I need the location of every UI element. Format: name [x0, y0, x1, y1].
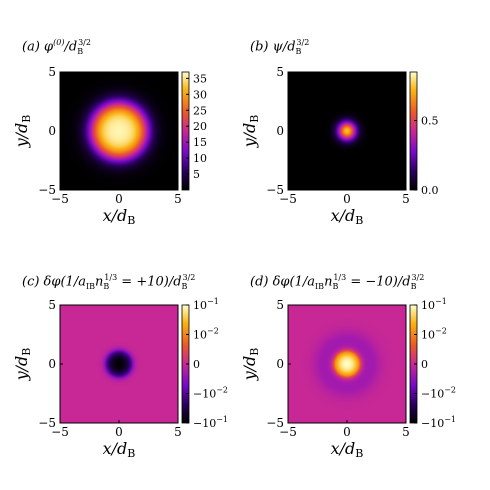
y-tick-label: 5 [48, 298, 56, 312]
colorbar-tick-label: 25 [193, 104, 207, 117]
colorbar-tick-label: 15 [193, 136, 207, 149]
x-tick-label: −5 [279, 425, 297, 439]
colorbar-b [410, 72, 417, 190]
colorbar-tick-label: 35 [193, 72, 207, 85]
colorbar-ticks: 35 30 25 20 15 10 5 [186, 72, 207, 181]
colorbar-tick-label: −10−2 [421, 386, 456, 401]
colorbar-tick-label: 0.0 [421, 184, 439, 197]
y-tick-label: 5 [276, 65, 284, 79]
colorbar-tick-label: 10−2 [421, 327, 447, 342]
colorbar-tick-label: 30 [193, 88, 207, 101]
x-axis-label: x/dB [331, 439, 364, 460]
colorbar-c [182, 305, 189, 423]
colorbar-tick-label: 0 [193, 358, 200, 371]
panel-c: (c) δφ(1/aIBnB1/3 = +10)/dB3/2 −5 0 5 5 0 −5 … [0, 233, 245, 478]
heatmap-d-image [288, 305, 406, 423]
panel-b: (b) ψ/dB3/2 −5 0 5 5 0 −5 0.5 0.0 x/dB y/dB [228, 0, 473, 245]
y-axis-label: y/dB [240, 115, 261, 149]
panel-a: (a) φ(0)/dB3/2 −5 0 5 5 0 −5 35 30 25 20 15 10 5 x/… [0, 0, 245, 245]
y-tick-label: 0 [276, 357, 284, 371]
y-tick-label: 0 [48, 357, 56, 371]
x-tick-label: −5 [51, 192, 69, 206]
x-tick-label: 5 [174, 192, 182, 206]
colorbar-a [182, 72, 189, 190]
x-tick-label: 5 [174, 425, 182, 439]
panel-title: (b) ψ/dB3/2 [250, 38, 310, 56]
y-tick-label: 0 [276, 124, 284, 138]
colorbar-tick-label: 0.5 [421, 115, 439, 128]
axis-ticks: −5 0 5 5 0 −5 [38, 298, 182, 439]
x-tick-label: 0 [115, 425, 123, 439]
x-tick-label: 5 [402, 192, 410, 206]
heatmap-d: −5 0 5 5 0 −5 10−1 10−2 0 −10−2 −10−1 x/dB y/dB [240, 297, 456, 460]
panel-title: (d) δφ(1/aIBnB1/3 = −10)/dB3/2 [250, 273, 425, 291]
colorbar-d [410, 305, 417, 423]
colorbar-tick-label: 10 [193, 152, 207, 165]
y-tick-label: −5 [266, 183, 284, 197]
x-tick-label: 0 [115, 192, 123, 206]
x-tick-label: −5 [279, 192, 297, 206]
heatmap-b: −5 0 5 5 0 −5 0.5 0.0 x/dB y/dB [240, 65, 439, 227]
colorbar-tick-label: −10−1 [421, 415, 456, 430]
colorbar-tick-label: −10−1 [193, 415, 228, 430]
colorbar-tick-label: 5 [193, 168, 200, 181]
x-axis-label: x/dB [103, 206, 136, 227]
colorbar-tick-label: 10−1 [193, 297, 219, 312]
y-axis-label: y/dB [12, 348, 33, 382]
colorbar-ticks: 0.5 0.0 [414, 115, 439, 197]
axis-ticks: −5 0 5 5 0 −5 [266, 65, 410, 206]
y-tick-label: 0 [48, 124, 56, 138]
y-tick-label: 5 [276, 298, 284, 312]
y-axis-label: y/dB [240, 348, 261, 382]
heatmap-b-image [288, 72, 406, 190]
panel-d: (d) δφ(1/aIBnB1/3 = −10)/dB3/2 −5 0 5 5 0 −5 … [228, 233, 473, 478]
y-axis-label: y/dB [12, 115, 33, 149]
panel-title: (c) δφ(1/aIBnB1/3 = +10)/dB3/2 [22, 273, 196, 291]
x-tick-label: 0 [343, 425, 351, 439]
colorbar-ticks: 10−1 10−2 0 −10−2 −10−1 [186, 297, 228, 430]
heatmap-c: −5 0 5 5 0 −5 10−1 10−2 0 −10−2 −10−1 x/dB y/dB [12, 297, 228, 460]
colorbar-tick-label: 10−1 [421, 297, 447, 312]
y-tick-label: −5 [38, 416, 56, 430]
colorbar-tick-label: 0 [421, 358, 428, 371]
colorbar-tick-label: 20 [193, 120, 207, 133]
x-tick-label: 5 [402, 425, 410, 439]
x-axis-label: x/dB [103, 439, 136, 460]
colorbar-tick-label: −10−2 [193, 386, 228, 401]
panel-title: (a) φ(0)/dB3/2 [22, 38, 91, 56]
y-tick-label: 5 [48, 65, 56, 79]
x-tick-label: 0 [343, 192, 351, 206]
heatmap-a-image [60, 72, 178, 190]
colorbar-ticks: 10−1 10−2 0 −10−2 −10−1 [414, 297, 456, 430]
x-axis-label: x/dB [331, 206, 364, 227]
axis-ticks: −5 0 5 5 0 −5 [266, 298, 410, 439]
heatmap-c-image [60, 305, 178, 423]
x-tick-label: −5 [51, 425, 69, 439]
axis-ticks: −5 0 5 5 0 −5 [38, 65, 182, 206]
y-tick-label: −5 [38, 183, 56, 197]
colorbar-tick-label: 10−2 [193, 327, 219, 342]
y-tick-label: −5 [266, 416, 284, 430]
